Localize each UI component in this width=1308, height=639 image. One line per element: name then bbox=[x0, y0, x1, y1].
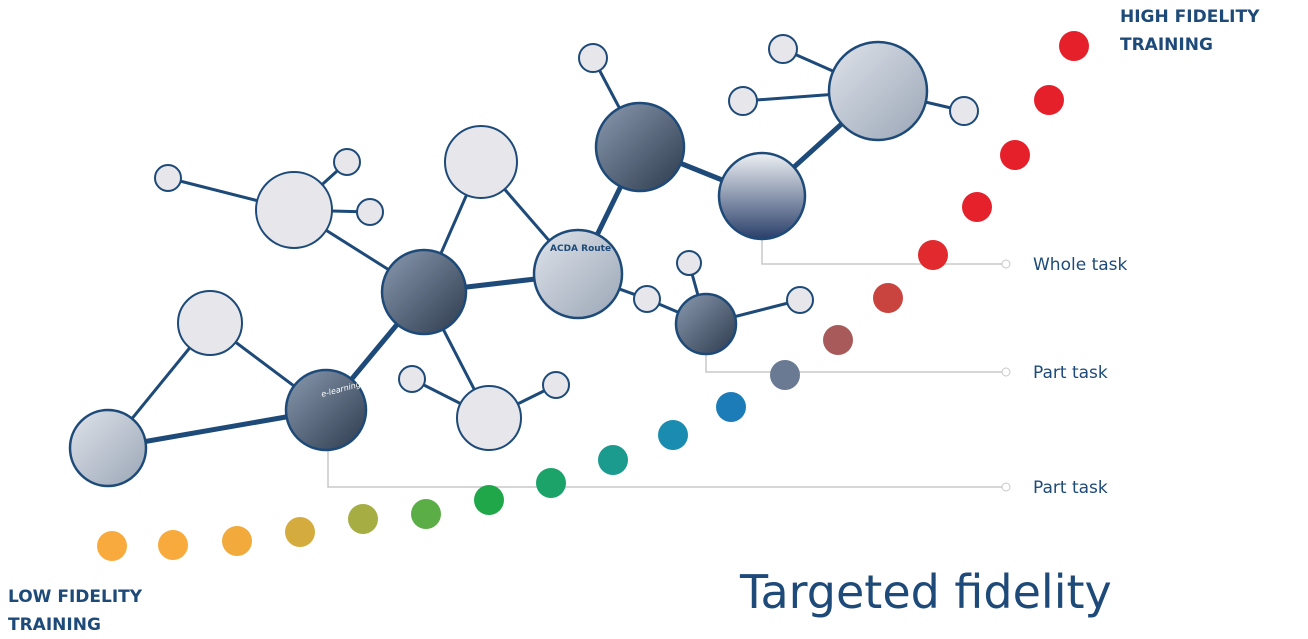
low-label: LOW FIDELITY bbox=[8, 587, 143, 607]
photos: ACDA Route e-learning bbox=[68, 40, 929, 488]
low-label: TRAINING bbox=[8, 615, 101, 635]
high-label: TRAINING bbox=[1120, 35, 1213, 55]
title: Targeted fidelity bbox=[739, 565, 1112, 619]
high-label: HIGH FIDELITY bbox=[1120, 7, 1260, 27]
nodes bbox=[154, 34, 979, 451]
task-label: Part task bbox=[1033, 478, 1108, 498]
photo-text: ACDA Route bbox=[550, 244, 611, 254]
task-label: Whole task bbox=[1033, 255, 1128, 275]
fidelity-dots bbox=[97, 31, 1089, 561]
labels: HIGH FIDELITY TRAINING LOW FIDELITY TRAI… bbox=[8, 7, 1260, 635]
task-label: Part task bbox=[1033, 363, 1108, 383]
